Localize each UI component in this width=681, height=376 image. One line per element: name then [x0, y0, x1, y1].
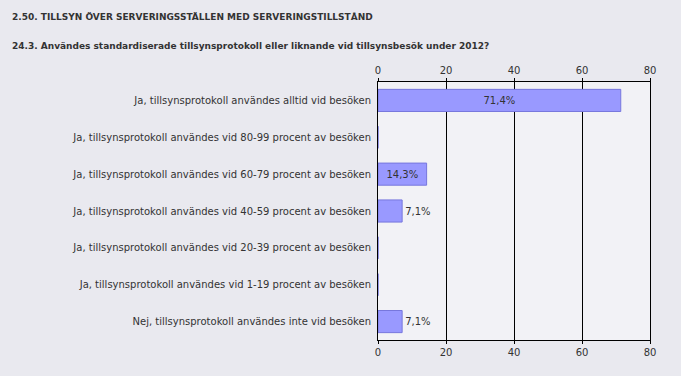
svg-text:71,4%: 71,4%	[483, 95, 515, 106]
svg-text:Ja, tillsynsprotokoll användes: Ja, tillsynsprotokoll användes alltid vi…	[133, 95, 371, 106]
svg-text:0: 0	[375, 347, 381, 358]
svg-text:2.50. TILLSYN ÖVER SERVERINGSS: 2.50. TILLSYN ÖVER SERVERINGSSTÄLLEN MED…	[12, 12, 373, 22]
svg-text:7,1%: 7,1%	[405, 316, 430, 327]
svg-text:20: 20	[440, 65, 453, 76]
svg-text:24.3. Användes standardiserade: 24.3. Användes standardiserade tillsynsp…	[12, 41, 489, 51]
svg-text:Ja, tillsynsprotokoll användes: Ja, tillsynsprotokoll användes vid 60-79…	[72, 169, 371, 180]
svg-text:80: 80	[644, 347, 657, 358]
svg-text:Ja, tillsynsprotokoll användes: Ja, tillsynsprotokoll användes vid 20-39…	[72, 242, 371, 253]
svg-text:40: 40	[508, 65, 521, 76]
svg-text:Ja, tillsynsprotokoll användes: Ja, tillsynsprotokoll användes vid 1-19 …	[79, 279, 371, 290]
svg-text:Nej, tillsynsprotokoll använde: Nej, tillsynsprotokoll användes inte vid…	[133, 316, 371, 327]
svg-text:14,3%: 14,3%	[386, 169, 418, 180]
svg-text:7,1%: 7,1%	[405, 206, 430, 217]
svg-text:80: 80	[644, 65, 657, 76]
svg-text:Ja, tillsynsprotokoll användes: Ja, tillsynsprotokoll användes vid 80-99…	[72, 132, 371, 143]
svg-text:0: 0	[375, 65, 381, 76]
svg-text:20: 20	[440, 347, 453, 358]
svg-text:60: 60	[576, 347, 589, 358]
svg-text:Ja, tillsynsprotokoll användes: Ja, tillsynsprotokoll användes vid 40-59…	[72, 206, 371, 217]
svg-text:60: 60	[576, 65, 589, 76]
svg-text:40: 40	[508, 347, 521, 358]
